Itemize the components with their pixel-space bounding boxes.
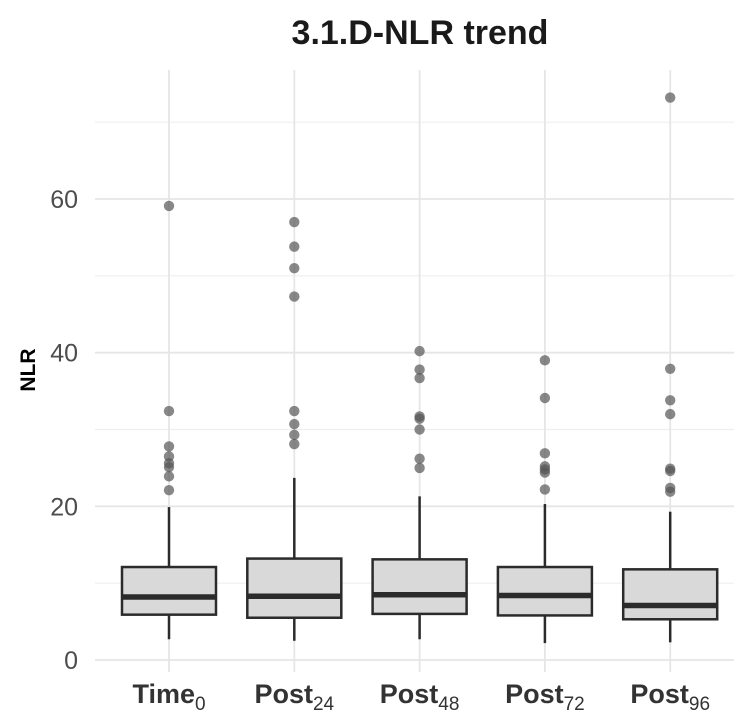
outlier-point	[665, 465, 676, 477]
outlier-point	[665, 363, 676, 375]
box-iqr	[496, 565, 594, 617]
outlier-point	[163, 461, 175, 473]
box-group	[246, 216, 343, 641]
box-group	[621, 92, 719, 643]
outlier-point	[289, 262, 300, 274]
x-tick-label: Post48	[380, 679, 460, 713]
outlier-point	[414, 364, 425, 375]
outlier-point	[414, 462, 425, 474]
x-tick-label: Post24	[254, 679, 334, 713]
x-tick-label: Post96	[630, 679, 710, 713]
outlier-point	[289, 291, 300, 302]
x-tick-label: Post72	[505, 679, 585, 713]
outlier-point	[414, 424, 425, 435]
outlier-point	[414, 345, 425, 357]
box-iqr	[120, 565, 218, 616]
y-tick-label: 20	[50, 493, 78, 521]
x-axis-ticks: Time0 Post24 Post48 Post72 Post96	[132, 679, 710, 713]
outlier-point	[539, 355, 551, 366]
y-tick-label: 60	[50, 186, 78, 214]
y-axis-ticks: 0 20 40 60	[50, 186, 78, 675]
outlier-point	[163, 405, 175, 417]
box-group	[120, 200, 218, 640]
box-iqr	[621, 568, 719, 621]
box-iqr	[246, 557, 343, 619]
outlier-point	[414, 413, 425, 424]
outlier-point	[539, 484, 551, 495]
outlier-point	[414, 372, 425, 384]
outlier-point	[289, 241, 300, 252]
outlier-point	[289, 216, 300, 228]
box-group	[371, 345, 468, 640]
box-group	[496, 355, 594, 644]
outlier-point	[163, 484, 175, 496]
outlier-point	[665, 408, 676, 420]
outlier-point	[414, 453, 425, 464]
x-tick-label: Time0	[132, 679, 205, 713]
outlier-point	[539, 448, 551, 459]
outlier-point	[665, 486, 676, 497]
outlier-point	[289, 405, 300, 417]
outlier-point	[289, 438, 300, 450]
outlier-point	[665, 92, 676, 103]
outlier-point	[163, 200, 175, 212]
outlier-point	[289, 429, 300, 441]
y-tick-label: 40	[50, 340, 78, 368]
outlier-point	[665, 395, 676, 406]
outlier-point	[163, 471, 175, 482]
outlier-point	[163, 441, 175, 452]
box-groups	[120, 92, 719, 644]
y-axis-label: NLR	[17, 348, 40, 391]
outlier-point	[289, 418, 300, 430]
chart-title: 3.1.D-NLR trend	[292, 14, 549, 52]
box-iqr	[371, 558, 468, 616]
outlier-point	[539, 392, 551, 404]
y-tick-label: 0	[64, 647, 78, 675]
outlier-point	[539, 467, 551, 478]
